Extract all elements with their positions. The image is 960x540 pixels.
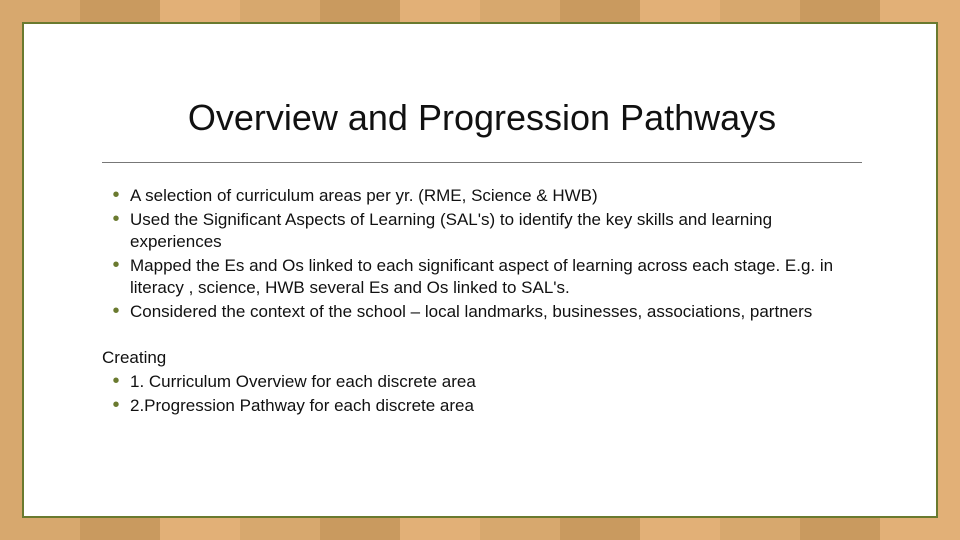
slide-title: Overview and Progression Pathways bbox=[102, 97, 862, 139]
bullet-dot-icon: • bbox=[102, 255, 130, 275]
bullet-text: 1. Curriculum Overview for each discrete… bbox=[130, 371, 862, 393]
bullet-dot-icon: • bbox=[102, 395, 130, 415]
plain-text-line: Creating bbox=[102, 347, 862, 369]
bullet-item: •2.Progression Pathway for each discrete… bbox=[102, 395, 862, 417]
bullet-text: Considered the context of the school – l… bbox=[130, 301, 862, 323]
bullet-dot-icon: • bbox=[102, 209, 130, 229]
bullet-item: •1. Curriculum Overview for each discret… bbox=[102, 371, 862, 393]
bullet-item: •Considered the context of the school – … bbox=[102, 301, 862, 323]
bullet-text: 2.Progression Pathway for each discrete … bbox=[130, 395, 862, 417]
bullet-text: Used the Significant Aspects of Learning… bbox=[130, 209, 862, 253]
slide-stage: Overview and Progression Pathways •A sel… bbox=[0, 0, 960, 540]
bullet-item: •A selection of curriculum areas per yr.… bbox=[102, 185, 862, 207]
title-underline bbox=[102, 162, 862, 163]
bullet-text: A selection of curriculum areas per yr. … bbox=[130, 185, 862, 207]
bullet-dot-icon: • bbox=[102, 371, 130, 391]
bullet-item: •Mapped the Es and Os linked to each sig… bbox=[102, 255, 862, 299]
bullet-dot-icon: • bbox=[102, 185, 130, 205]
bullet-item: •Used the Significant Aspects of Learnin… bbox=[102, 209, 862, 253]
slide-card: Overview and Progression Pathways •A sel… bbox=[22, 22, 938, 518]
bullet-dot-icon: • bbox=[102, 301, 130, 321]
bullet-text: Mapped the Es and Os linked to each sign… bbox=[130, 255, 862, 299]
